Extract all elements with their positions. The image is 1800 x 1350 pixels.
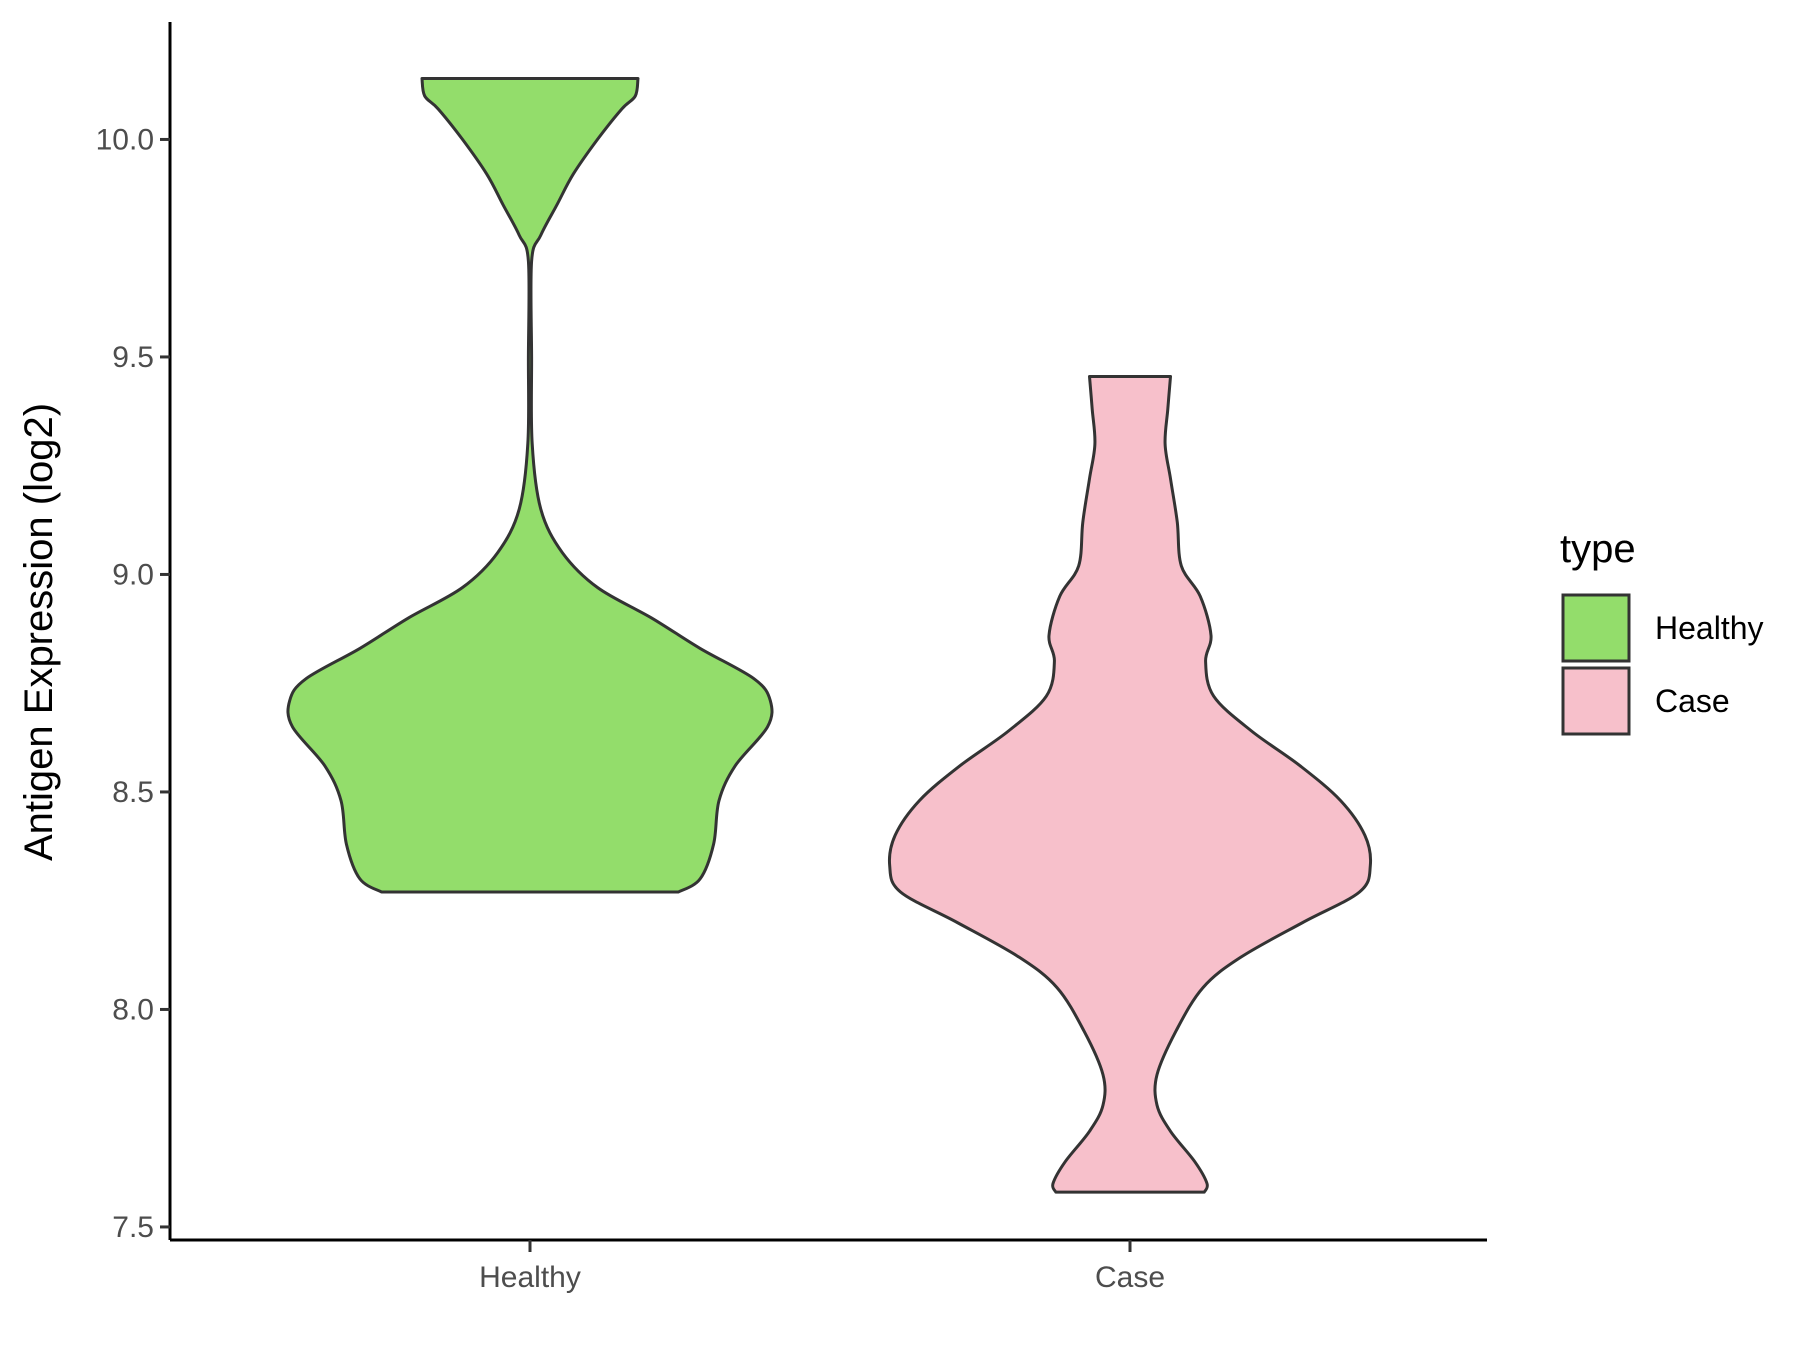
violin-healthy — [286, 77, 774, 894]
x-tick-label: Healthy — [479, 1261, 581, 1294]
legend-label-healthy: Healthy — [1655, 610, 1764, 646]
y-tick-label: 9.0 — [112, 558, 154, 591]
legend-label-case: Case — [1655, 683, 1730, 719]
legend-title: type — [1560, 527, 1636, 571]
y-tick-label: 8.5 — [112, 776, 154, 809]
y-tick-label: 8.0 — [112, 993, 154, 1026]
y-ticks: 7.5 8.0 8.5 9.0 9.5 10.0 — [96, 123, 170, 1244]
violins-layer — [286, 77, 1373, 1194]
x-ticks: Healthy Case — [479, 1240, 1165, 1294]
axes-layer — [168, 22, 1487, 1242]
legend-swatch-healthy — [1561, 593, 1631, 663]
legend: type Healthy Case — [1560, 527, 1764, 736]
y-tick-label: 9.5 — [112, 341, 154, 374]
legend-swatch-case — [1561, 666, 1631, 736]
y-axis-title: Antigen Expression (log2) — [17, 403, 61, 861]
y-tick-label: 10.0 — [96, 123, 154, 156]
y-tick-label: 7.5 — [112, 1211, 154, 1244]
x-tick-label: Case — [1095, 1261, 1165, 1294]
legend-entries: Healthy Case — [1561, 593, 1764, 736]
violin-case — [887, 375, 1373, 1194]
